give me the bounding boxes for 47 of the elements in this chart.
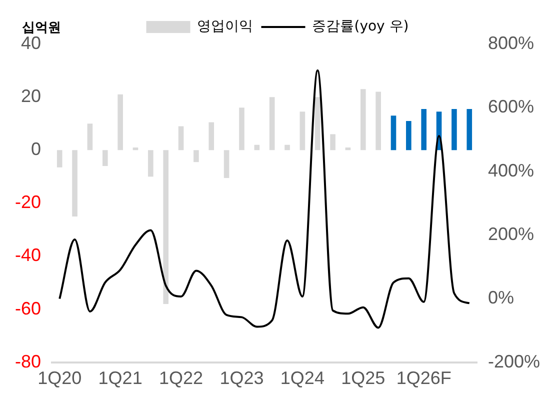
- x-tick-label: 1Q23: [220, 368, 264, 388]
- bar: [284, 144, 290, 150]
- bar: [194, 150, 199, 162]
- y-tick-label: -40: [15, 245, 42, 266]
- bar: [208, 122, 214, 150]
- bar: [390, 116, 396, 150]
- y-tick-label: 40: [20, 32, 42, 53]
- bar: [118, 94, 123, 150]
- x-tick-label: 1Q26F: [396, 368, 452, 388]
- y-tick-label: -20: [15, 192, 42, 212]
- bar: [178, 126, 184, 150]
- y2-tick-label: 200%: [488, 224, 534, 244]
- y-tick-label: 20: [20, 86, 42, 106]
- bar: [269, 97, 275, 150]
- bar: [72, 150, 78, 216]
- bar: [360, 89, 366, 150]
- bar: [254, 144, 260, 150]
- bar: [314, 97, 320, 150]
- bar: [239, 108, 244, 150]
- y2-tick-label: 400%: [488, 160, 534, 180]
- y-tick-label: -60: [15, 298, 42, 318]
- legend-label: 영업이익: [197, 18, 254, 35]
- bar: [163, 150, 168, 304]
- x-tick-label: 1Q22: [158, 368, 204, 388]
- bar: [330, 134, 336, 150]
- y2-tick-label: 0%: [488, 288, 514, 308]
- bar: [102, 150, 108, 166]
- x-tick-label: 1Q24: [280, 368, 324, 388]
- y2-tick-label: -200%: [488, 351, 540, 372]
- y2-tick-label: 600%: [488, 96, 534, 117]
- bar: [421, 109, 427, 150]
- bar: [87, 124, 93, 150]
- bar: [300, 112, 306, 150]
- bar: [224, 150, 230, 178]
- y-tick-label: 0: [31, 139, 42, 160]
- bar: [148, 150, 154, 177]
- bar: [376, 92, 381, 150]
- x-tick-label: 1Q25: [341, 368, 386, 388]
- bar: [452, 109, 457, 150]
- x-tick-label: 1Q21: [98, 368, 142, 388]
- y2-tick-label: 800%: [488, 32, 534, 53]
- y-axis-title: 십억원: [22, 20, 61, 35]
- line-series: [58, 69, 470, 329]
- legend-label: 증감률(yoy 우): [312, 18, 409, 35]
- bar: [56, 150, 62, 168]
- bar: [406, 120, 412, 150]
- bar: [466, 109, 472, 150]
